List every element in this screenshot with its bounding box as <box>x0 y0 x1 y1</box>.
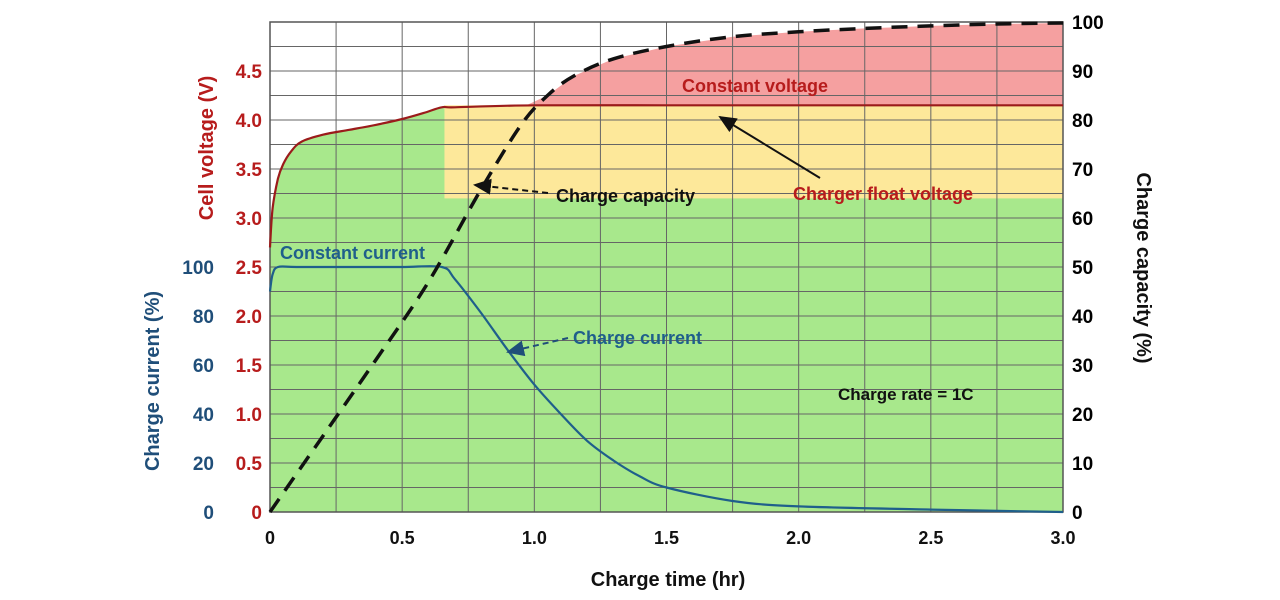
x-tick-label: 1.5 <box>654 528 679 548</box>
capacity-tick-label: 90 <box>1072 62 1093 83</box>
charge-capacity-line <box>268 21 1064 513</box>
x-tick-label: 1.0 <box>522 528 547 548</box>
current-tick-label: 20 <box>193 454 214 475</box>
capacity-axis-label: Charge capacity (%) <box>1132 172 1154 363</box>
voltage-tick-label: 3.0 <box>236 209 262 230</box>
float-voltage-arrow <box>718 115 821 179</box>
capacity-tick-label: 80 <box>1072 111 1093 132</box>
charge-current-line <box>268 265 1064 514</box>
current-tick-label: 80 <box>193 307 214 328</box>
capacity-tick-label: 100 <box>1072 13 1104 34</box>
capacity-axis-ticks: 0 10 20 30 40 50 60 70 80 90 100 <box>1072 13 1104 524</box>
voltage-tick-label: 4.5 <box>236 62 263 83</box>
capacity-tick-label: 0 <box>1072 503 1083 524</box>
constant-current-label: Constant current <box>280 243 425 263</box>
capacity-tick-label: 50 <box>1072 258 1093 279</box>
voltage-axis-label: Cell voltage (V) <box>196 76 218 220</box>
x-tick-label: 0 <box>265 528 275 548</box>
capacity-tick-label: 30 <box>1072 356 1093 377</box>
capacity-tick-label: 20 <box>1072 405 1093 426</box>
current-axis-ticks: 0 20 40 60 80 100 <box>182 258 214 524</box>
series-lines <box>268 21 1064 514</box>
voltage-tick-label: 2.5 <box>236 258 263 279</box>
charger-float-voltage-label: Charger float voltage <box>793 184 973 204</box>
annotations: Constant voltage Constant current Charge… <box>280 76 974 404</box>
charge-capacity-arrow <box>473 178 549 195</box>
charge-capacity-label: Charge capacity <box>556 186 695 206</box>
constant-voltage-label: Constant voltage <box>682 76 828 96</box>
plot-frame <box>269 21 1064 513</box>
current-axis-label: Charge current (%) <box>142 291 164 471</box>
annotation-arrows <box>473 115 821 357</box>
voltage-tick-label: 3.5 <box>236 160 263 181</box>
current-tick-label: 0 <box>203 503 214 524</box>
x-axis-ticks: 0 0.5 1.0 1.5 2.0 2.5 3.0 <box>265 528 1076 548</box>
x-tick-label: 0.5 <box>390 528 415 548</box>
x-axis-label: Charge time (hr) <box>591 569 745 591</box>
capacity-tick-label: 10 <box>1072 454 1093 475</box>
voltage-tick-label: 4.0 <box>236 111 262 132</box>
capacity-tick-label: 60 <box>1072 209 1093 230</box>
x-tick-label: 2.0 <box>786 528 811 548</box>
cell-voltage-line <box>268 104 1063 248</box>
float-voltage-band <box>444 105 1064 199</box>
voltage-tick-label: 0 <box>251 503 262 524</box>
voltage-tick-label: 1.0 <box>236 405 262 426</box>
x-tick-label: 3.0 <box>1050 528 1075 548</box>
current-tick-label: 40 <box>193 405 214 426</box>
voltage-tick-label: 2.0 <box>236 307 262 328</box>
x-tick-label: 2.5 <box>918 528 943 548</box>
voltage-tick-label: 1.5 <box>236 356 263 377</box>
current-tick-label: 60 <box>193 356 214 377</box>
capacity-tick-label: 40 <box>1072 307 1093 328</box>
charge-current-arrow <box>506 337 569 357</box>
constant-voltage-region <box>526 22 1063 106</box>
charge-rate-label: Charge rate = 1C <box>838 385 974 404</box>
voltage-axis-ticks: 0 0.5 1.0 1.5 2.0 2.5 3.0 3.5 4.0 4.5 <box>236 62 263 524</box>
capacity-tick-label: 70 <box>1072 160 1093 181</box>
voltage-tick-label: 0.5 <box>236 454 263 475</box>
current-tick-label: 100 <box>182 258 214 279</box>
charge-current-label: Charge current <box>573 328 702 348</box>
